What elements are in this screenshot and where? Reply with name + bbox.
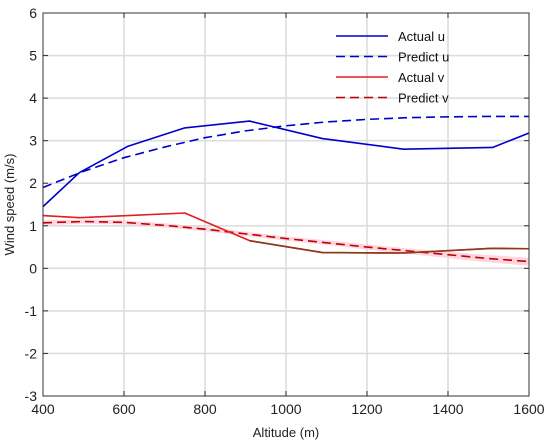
- x-tick-label: 1400: [432, 401, 463, 417]
- series-line-predict-v: [42, 220, 530, 263]
- series-line-predict-u: [42, 115, 529, 189]
- x-tick-label: 1200: [351, 401, 382, 417]
- x-tick-label: 600: [112, 401, 136, 417]
- legend-label: Predict v: [398, 91, 449, 106]
- y-tick-label: -3: [25, 388, 38, 404]
- x-tick-label: 400: [31, 401, 55, 417]
- predict-v-uncertainty-band: [43, 219, 529, 266]
- predict-v-band: [43, 219, 529, 266]
- legend-label: Actual v: [398, 70, 445, 85]
- legend-label: Predict u: [398, 50, 449, 65]
- y-axis-label: Wind speed (m/s): [2, 154, 17, 256]
- x-tick-label: 800: [193, 401, 217, 417]
- legend-label: Actual u: [398, 29, 445, 44]
- y-tick-label: 0: [29, 260, 37, 276]
- series-lines: [42, 115, 530, 263]
- y-tick-label: 1: [29, 218, 37, 234]
- axis-ticks: 400 600 800 1000 1200 1400 1600 -3 -2 -1 0 1 2 3 4 5 6: [25, 5, 545, 417]
- x-tick-label: 1000: [270, 401, 301, 417]
- y-tick-label: -1: [25, 303, 38, 319]
- y-tick-label: 4: [29, 90, 37, 106]
- y-tick-label: 3: [29, 133, 37, 149]
- y-tick-label: -2: [25, 345, 38, 361]
- x-tick-label: 1600: [513, 401, 544, 417]
- x-axis-label: Altitude (m): [253, 425, 319, 440]
- y-tick-label: 6: [29, 5, 37, 21]
- y-tick-label: 2: [29, 175, 37, 191]
- y-tick-label: 5: [29, 48, 37, 64]
- grid-lines: [43, 13, 529, 396]
- series-line-actual-u: [42, 120, 530, 208]
- legend: Actual u Predict u Actual v Predict v: [336, 29, 449, 106]
- actual-v-overlap-segment: [249, 239, 530, 254]
